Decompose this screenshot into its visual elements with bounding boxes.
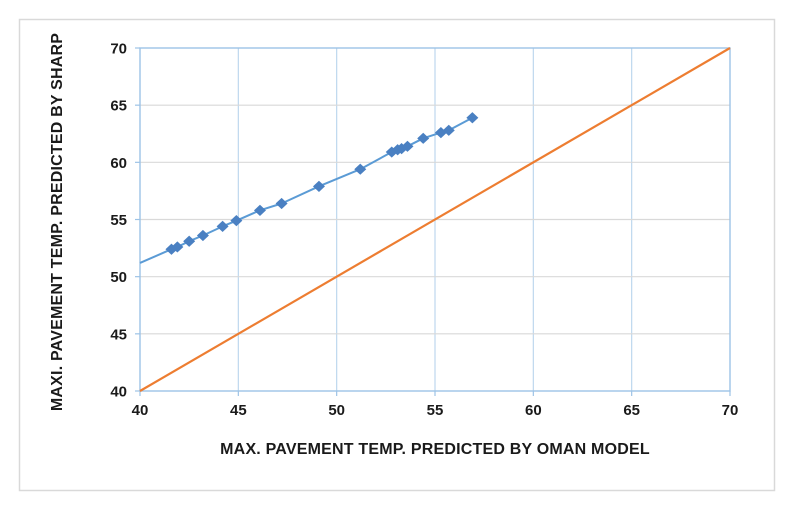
y-tick-label: 70 (110, 41, 127, 58)
x-axis-title: MAX. PAVEMENT TEMP. PREDICTED BY OMAN MO… (220, 441, 650, 458)
data-point-marker (171, 241, 184, 253)
y-tick-labels: 40 45 50 55 60 65 70 (110, 41, 127, 401)
data-point-marker (401, 140, 414, 152)
data-point-marker (354, 163, 367, 175)
y-tick-label: 65 (110, 98, 127, 115)
chart-frame (18, 18, 776, 492)
data-point-marker (466, 112, 479, 124)
y-tick-label: 40 (110, 384, 127, 401)
data-point-marker (312, 180, 325, 192)
y-tick-label: 60 (110, 155, 127, 172)
y-tick-label: 50 (110, 269, 127, 286)
x-tick-label: 55 (427, 402, 444, 419)
data-point-marker (230, 215, 243, 227)
equality-line (139, 47, 731, 392)
x-tick-labels: 40 45 50 55 60 65 70 (132, 402, 739, 419)
series-sharp-vs-oman (139, 112, 479, 264)
plot-render-root: 40 45 50 55 60 65 70 40 45 50 55 60 65 70 (18, 18, 776, 492)
data-point-marker (417, 132, 430, 144)
axis-ticks (135, 47, 731, 396)
x-tick-label: 40 (132, 402, 149, 419)
data-point-marker (275, 197, 288, 210)
data-point-marker (253, 204, 266, 216)
x-tick-label: 45 (230, 402, 247, 419)
data-point-marker (183, 235, 196, 247)
data-point-marker (442, 124, 455, 136)
y-axis-title: MAXI. PAVEMENT TEMP. PREDICTED BY SHARP (49, 33, 66, 411)
x-tick-label: 50 (328, 402, 345, 419)
y-tick-label: 45 (110, 326, 127, 343)
y-tick-label: 55 (110, 212, 127, 229)
data-point-marker (216, 220, 229, 232)
data-point-marker (196, 229, 209, 242)
x-tick-label: 65 (623, 402, 640, 419)
x-tick-label: 60 (525, 402, 542, 419)
x-tick-label: 70 (722, 402, 739, 419)
